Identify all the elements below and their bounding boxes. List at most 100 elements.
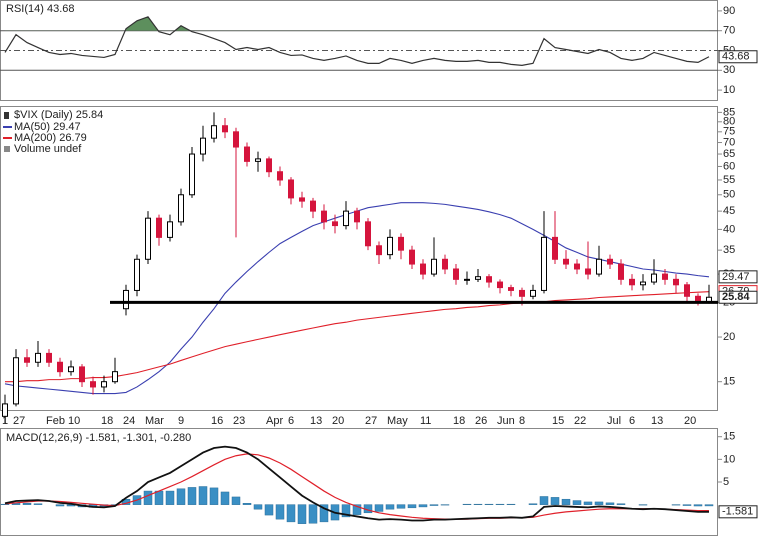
- y-tick-label: 50: [723, 189, 735, 201]
- candle-body: [453, 268, 459, 280]
- candle-body: [387, 236, 393, 256]
- candle-body: [508, 287, 514, 291]
- candle-body: [662, 273, 668, 280]
- y-tick-label: 30: [723, 64, 735, 76]
- y-tick-label: 40: [723, 223, 735, 235]
- candle-body: [398, 236, 404, 251]
- histogram-bar: [396, 504, 406, 509]
- candle-body: [332, 221, 338, 227]
- histogram-bar: [352, 504, 362, 515]
- macd-line: [4, 445, 710, 522]
- x-tick-label: 16: [211, 415, 223, 427]
- candle-body: [156, 217, 162, 238]
- x-tick-label: 6: [629, 415, 635, 427]
- candle-body: [299, 197, 305, 202]
- candle-body: [79, 366, 85, 383]
- y-tick-label: 45: [723, 205, 735, 217]
- candle-body: [46, 352, 52, 363]
- legend-label: MA(200) 26.79: [14, 132, 87, 144]
- value-tag: [718, 290, 758, 304]
- y-tick-label: 5: [723, 476, 729, 488]
- histogram-bar: [143, 490, 153, 505]
- x-tick-label: 11: [420, 415, 431, 427]
- histogram-bar: [605, 502, 615, 505]
- candle-body: [563, 258, 569, 265]
- candle-body: [222, 125, 228, 133]
- x-tick-label: Mar: [145, 415, 164, 427]
- candle-body: [211, 125, 217, 139]
- x-tick-label: 18: [453, 415, 465, 427]
- y-tick-label: 10: [723, 453, 735, 465]
- value-tag: [718, 50, 758, 64]
- candle-body: [321, 210, 327, 223]
- histogram-bar: [209, 487, 219, 505]
- y-tick-label: 35: [723, 244, 735, 256]
- candle-body: [673, 278, 679, 286]
- candle-body: [57, 361, 63, 373]
- histogram-bar: [55, 504, 65, 507]
- candle-body: [200, 137, 206, 155]
- candle-body: [123, 289, 129, 310]
- value-tag: [718, 505, 758, 519]
- candle-body: [409, 249, 415, 265]
- y-tick-label: 65: [723, 148, 735, 160]
- candle-body: [651, 273, 657, 283]
- candle-body: [189, 153, 195, 196]
- histogram-bar: [561, 498, 571, 505]
- histogram-bar: [704, 504, 714, 507]
- y-tick-label: 75: [723, 126, 735, 138]
- ma-line: [4, 202, 710, 395]
- price-panel: [0, 106, 718, 411]
- macd-panel: [0, 428, 718, 536]
- y-tick-label: 60: [723, 160, 735, 172]
- x-tick-label: Jul: [607, 415, 621, 427]
- y-tick-label: 15: [723, 431, 735, 443]
- candle-body: [310, 200, 316, 212]
- candle-body: [233, 131, 239, 148]
- candle-body: [90, 381, 96, 388]
- x-tick-label: 23: [233, 415, 245, 427]
- candle-body: [167, 221, 173, 238]
- candle-body: [24, 357, 30, 363]
- candle-body: [112, 371, 118, 383]
- histogram-bar: [583, 501, 593, 505]
- x-tick-label: Feb: [46, 415, 65, 427]
- histogram-bar: [198, 486, 208, 505]
- x-tick-label: 27: [13, 415, 25, 427]
- x-tick-label: 8: [519, 415, 525, 427]
- rsi-line: [4, 16, 710, 66]
- y-tick-label: 10: [723, 84, 735, 96]
- histogram-bar: [572, 500, 582, 505]
- macd-line: [4, 453, 710, 520]
- histogram-bar: [231, 496, 241, 505]
- histogram-bar: [550, 497, 560, 505]
- price-icon: [4, 112, 9, 119]
- x-tick-label: 20: [332, 415, 344, 427]
- x-tick-label: 6: [288, 415, 294, 427]
- candle-body: [530, 289, 536, 297]
- y-tick-label: 80: [723, 116, 735, 128]
- candle-body: [2, 403, 8, 417]
- histogram-bar: [165, 490, 175, 505]
- candle-body: [475, 276, 481, 280]
- histogram-bar: [429, 504, 439, 506]
- candle-body: [365, 221, 371, 247]
- value-tag-label: 43.68: [722, 51, 750, 63]
- value-tag: [718, 270, 758, 284]
- histogram-bar: [616, 503, 626, 505]
- y-tick-label: 20: [723, 331, 735, 343]
- histogram-bar: [297, 504, 307, 524]
- histogram-bar: [242, 503, 252, 505]
- candle-body: [354, 210, 360, 223]
- candle-body: [629, 278, 635, 286]
- x-tick-label: 13: [310, 415, 322, 427]
- x-tick-label: 13: [651, 415, 663, 427]
- x-tick-label: 9: [178, 415, 184, 427]
- value-tag-label: -1.581: [722, 506, 753, 518]
- histogram-bar: [374, 504, 384, 512]
- overbought-area: [5, 16, 709, 31]
- legend-label: MA(50) 29.47: [14, 121, 81, 133]
- histogram-bar: [154, 490, 164, 505]
- x-tick-label: 20: [684, 415, 696, 427]
